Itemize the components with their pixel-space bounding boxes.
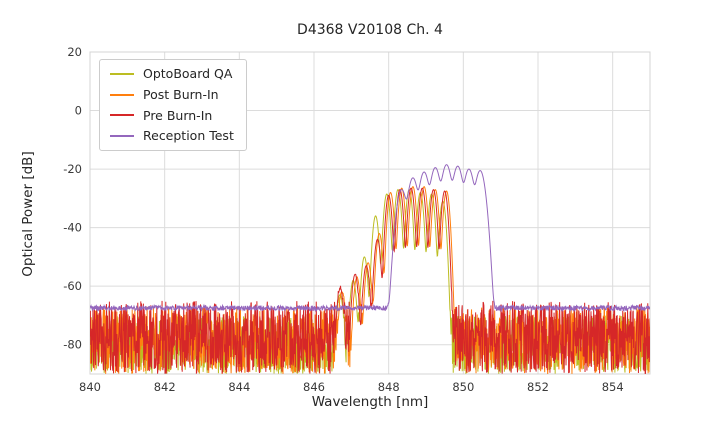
x-tick-label: 842 bbox=[154, 380, 176, 394]
series-line-reception-test bbox=[90, 164, 650, 313]
x-tick-label: 844 bbox=[228, 380, 250, 394]
chart-title: D4368 V20108 Ch. 4 bbox=[297, 22, 443, 38]
legend-label: Post Burn-In bbox=[143, 86, 219, 102]
x-tick-label: 854 bbox=[602, 380, 624, 394]
legend: OptoBoard QA Post Burn-In Pre Burn-In Recep… bbox=[99, 59, 247, 151]
x-tick-label: 852 bbox=[527, 380, 549, 394]
y-tick-label: -80 bbox=[63, 338, 82, 352]
y-tick-label: 0 bbox=[75, 104, 82, 118]
y-tick-label: -20 bbox=[63, 162, 82, 176]
legend-label: OptoBoard QA bbox=[143, 66, 233, 81]
x-tick-label: 848 bbox=[378, 380, 400, 394]
legend-line-swatch bbox=[110, 72, 134, 75]
y-tick-label: 20 bbox=[67, 45, 82, 59]
y-tick-label: -60 bbox=[63, 279, 82, 293]
plot-border bbox=[89, 51, 651, 375]
x-axis-label: Wavelength [nm] bbox=[311, 394, 429, 410]
legend-line-swatch bbox=[110, 135, 134, 138]
y-axis-label: Optical Power [dB] bbox=[20, 151, 36, 277]
series-line-pre-burn-in bbox=[90, 187, 650, 374]
legend-line-swatch bbox=[110, 114, 134, 117]
legend-item-pre-burn-in: Pre Burn-In bbox=[110, 107, 234, 123]
legend-label: Pre Burn-In bbox=[143, 107, 213, 123]
legend-line-swatch bbox=[110, 93, 134, 96]
x-tick-label: 840 bbox=[79, 380, 101, 394]
legend-item-optoboard-qa: OptoBoard QA bbox=[110, 67, 234, 81]
y-tick-label: -40 bbox=[63, 221, 82, 235]
legend-item-reception-test: Reception Test bbox=[110, 129, 234, 143]
legend-label: Reception Test bbox=[143, 128, 234, 144]
x-tick-label: 846 bbox=[303, 380, 325, 394]
legend-item-post-burn-in: Post Burn-In bbox=[110, 86, 234, 102]
x-tick-label: 850 bbox=[452, 380, 474, 394]
